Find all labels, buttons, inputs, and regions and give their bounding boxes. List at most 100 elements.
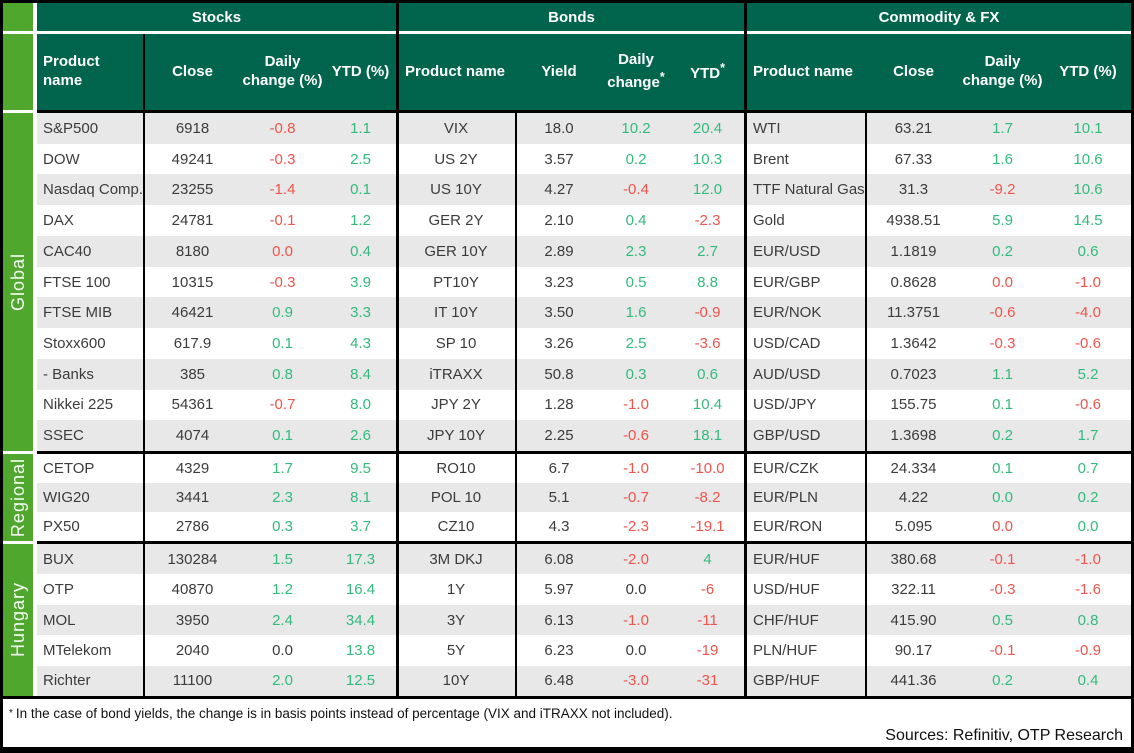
- product-name-cell: POL 10: [399, 483, 517, 512]
- table-row: Gold 4938.51 5.9 14.5: [747, 205, 1131, 236]
- table-row: EUR/NOK 11.3751 -0.6 -4.0: [747, 297, 1131, 329]
- product-name-cell: Stoxx600: [37, 328, 145, 359]
- daily-change-cell: -0.8: [269, 119, 296, 137]
- product-name-cell: FTSE MIB: [37, 297, 145, 329]
- footnote: * In the case of bond yields, the change …: [3, 699, 1131, 727]
- product-name-cell: PT10Y: [399, 266, 517, 298]
- table-row: iTRAXX 50.8 0.3 0.6: [399, 358, 744, 390]
- product-name-cell: 5Y: [399, 635, 517, 666]
- product-name-cell: Brent: [747, 143, 867, 175]
- table-row: IT 10Y 3.50 1.6 -0.9: [399, 297, 744, 329]
- close-cell: 67.33: [894, 150, 933, 168]
- daily-change-cell: 1.2: [272, 581, 293, 599]
- product-name-cell: BUX: [37, 544, 145, 575]
- close-cell: 6918: [175, 119, 210, 137]
- yield-cell: 6.23: [544, 641, 574, 659]
- table-row: TTF Natural Gas 31.3 -9.2 10.6: [747, 174, 1131, 206]
- ytd-cell: 17.3: [345, 550, 376, 568]
- close-cell: 3441: [175, 489, 210, 506]
- close-cell: 1.1819: [890, 242, 937, 260]
- table-row: PX50 2786 0.3 3.7: [37, 512, 396, 541]
- daily-change-cell: 1.6: [625, 304, 647, 322]
- daily-change-cell: 1.5: [272, 550, 293, 568]
- table-row: 3M DKJ 6.08 -2.0 4: [399, 544, 744, 575]
- ytd-cell: 2.6: [350, 427, 371, 445]
- divider: [747, 451, 1131, 454]
- close-cell: 4329: [175, 460, 210, 477]
- product-name-cell: CZ10: [399, 512, 517, 541]
- divider: [37, 541, 396, 544]
- daily-change-cell: -9.2: [989, 181, 1016, 199]
- column-headers-bonds: Product name Yield Daily change* YTD*: [399, 34, 744, 110]
- product-name-cell: EUR/NOK: [747, 297, 867, 329]
- section-commodity-fx: Commodity & FX Product name Close Daily …: [747, 3, 1131, 697]
- group-label-hungary: Hungary: [3, 544, 33, 696]
- group-strip: Global Regional Hungary: [3, 3, 33, 696]
- ytd-cell: 10.6: [1073, 150, 1103, 168]
- ytd-cell: -0.9: [1075, 641, 1101, 659]
- col-header-yield: Yield: [541, 62, 577, 80]
- close-cell: 441.36: [890, 672, 937, 690]
- daily-change-cell: 0.9: [272, 304, 293, 322]
- product-name-cell: USD/CAD: [747, 328, 867, 359]
- ytd-cell: -31: [696, 672, 719, 690]
- product-name-cell: MTelekom: [37, 635, 145, 666]
- table-row: CHF/HUF 415.90 0.5 0.8: [747, 604, 1131, 636]
- divider: [399, 451, 744, 454]
- daily-change-cell: -0.7: [269, 396, 296, 414]
- daily-change-cell: 10.2: [621, 119, 651, 137]
- divider: [399, 110, 744, 113]
- ytd-cell: 1.7: [1077, 427, 1099, 445]
- divider: [3, 696, 1131, 699]
- product-name-cell: Nasdaq Comp.: [37, 174, 145, 206]
- product-name-cell: EUR/CZK: [747, 454, 867, 483]
- product-name-cell: iTRAXX: [399, 358, 517, 390]
- ytd-cell: 10.6: [1073, 181, 1103, 199]
- table-row: CAC40 8180 0.0 0.4: [37, 235, 396, 267]
- ytd-cell: 9.5: [350, 460, 371, 477]
- strip-gap: [3, 31, 33, 34]
- product-name-cell: USD/JPY: [747, 389, 867, 421]
- group-label: Hungary: [7, 582, 28, 658]
- daily-change-cell: 0.5: [625, 273, 647, 291]
- daily-change-cell: 0.0: [992, 489, 1013, 506]
- daily-change-cell: -0.7: [623, 489, 649, 506]
- product-name-cell: EUR/PLN: [747, 483, 867, 512]
- product-name-cell: USD/HUF: [747, 574, 867, 605]
- close-cell: 54361: [171, 396, 214, 414]
- daily-change-cell: 2.0: [272, 672, 293, 690]
- column-headers-stocks: Product name Close Daily change (%) YTD …: [37, 34, 396, 110]
- yield-cell: 5.1: [548, 489, 570, 506]
- ytd-cell: -19: [696, 641, 719, 659]
- stocks-global-rows: S&P500 6918 -0.8 1.1 DOW 49241 -0.3 2.5 Nasdaq C…: [37, 113, 396, 452]
- product-name-cell: EUR/HUF: [747, 544, 867, 575]
- section-divider: [396, 3, 399, 696]
- table-row: JPY 2Y 1.28 -1.0 10.4: [399, 389, 744, 421]
- daily-change-cell: 0.3: [625, 365, 647, 383]
- table-row: MTelekom 2040 0.0 13.8: [37, 635, 396, 666]
- ytd-cell: 13.8: [345, 641, 376, 659]
- strip-gap: [3, 541, 33, 544]
- table-row: USD/HUF 322.11 -0.3 -1.6: [747, 574, 1131, 605]
- table-row: SSEC 4074 0.1 2.6: [37, 420, 396, 452]
- product-name-cell: S&P500: [37, 113, 145, 144]
- product-name-cell: GBP/HUF: [747, 665, 867, 697]
- section-title-bonds: Bonds: [399, 3, 744, 31]
- daily-change-cell: 1.6: [992, 150, 1013, 168]
- table-row: 1Y 5.97 0.0 -6: [399, 574, 744, 605]
- product-name-cell: IT 10Y: [399, 297, 517, 329]
- ytd-cell: -6: [700, 581, 715, 599]
- product-name-cell: GER 10Y: [399, 235, 517, 267]
- ytd-cell: 1.1: [350, 119, 371, 137]
- close-cell: 3950: [175, 611, 210, 629]
- table-row: USD/CAD 1.3642 -0.3 -0.6: [747, 328, 1131, 359]
- table-row: - Banks 385 0.8 8.4: [37, 358, 396, 390]
- col-header-daily-change: Daily change (%): [242, 53, 323, 89]
- daily-change-cell: 0.0: [625, 581, 647, 599]
- ytd-cell: 0.4: [1077, 672, 1099, 690]
- ytd-cell: -3.6: [694, 335, 721, 352]
- table-row: Nasdaq Comp. 23255 -1.4 0.1: [37, 174, 396, 206]
- product-name-cell: EUR/RON: [747, 512, 867, 541]
- ytd-cell: 12.5: [345, 672, 376, 690]
- product-name-cell: 3M DKJ: [399, 544, 517, 575]
